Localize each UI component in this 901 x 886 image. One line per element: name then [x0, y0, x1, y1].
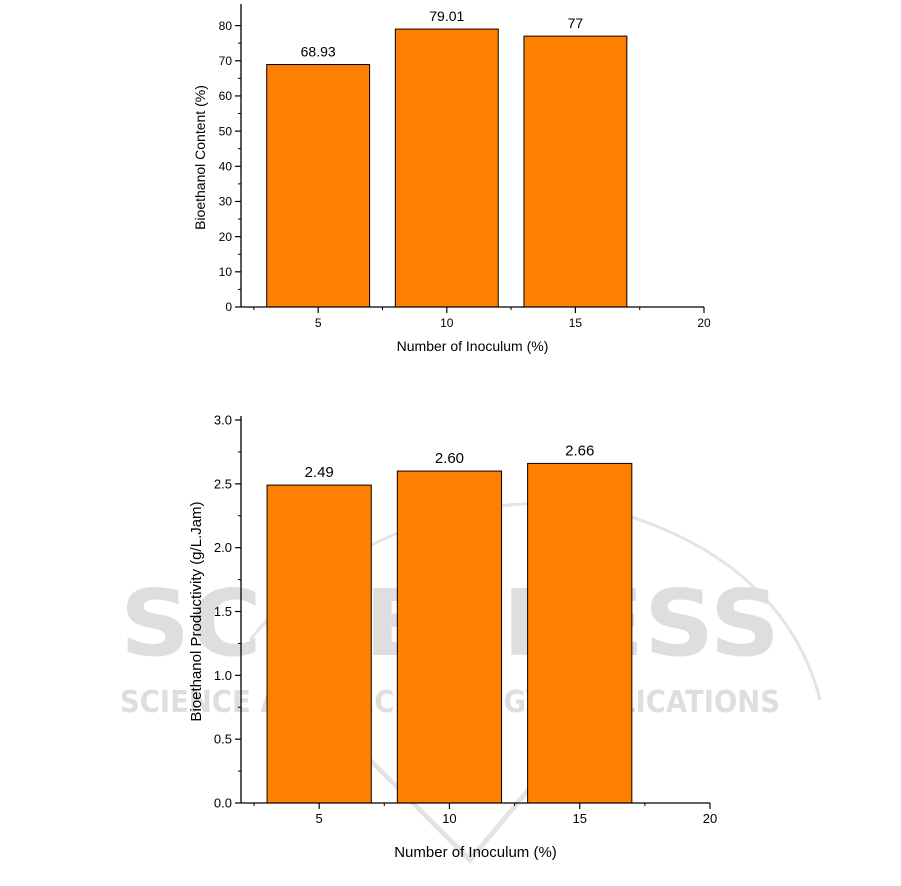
y-tick-label: 20	[219, 230, 233, 244]
bar	[266, 484, 372, 804]
y-tick-label: 1.5	[214, 604, 232, 619]
x-tick-label: 10	[442, 811, 456, 826]
y-axis-label: Bioethanol Content (%)	[192, 85, 208, 230]
y-tick-label: 30	[219, 195, 233, 209]
bar-value-label: 2.60	[435, 450, 464, 467]
x-tick-label: 10	[440, 316, 454, 330]
bioethanol-content-chart: 68.93 79.01 77 0 10 20 30 40 50 60 70 80 5 10 15 20 Numb…	[192, 4, 711, 354]
bar-value-label: 79.01	[429, 8, 464, 24]
x-axis-label: Number of Inoculum (%)	[397, 338, 549, 354]
x-tick-label: 15	[572, 811, 586, 826]
x-tick-label: 5	[316, 811, 323, 826]
x-tick-label: 15	[569, 316, 583, 330]
bar-value-label: 2.66	[565, 442, 594, 459]
y-tick-label: 60	[219, 89, 233, 103]
x-tick-label: 20	[703, 811, 717, 826]
y-tick-label: 0.0	[214, 796, 232, 811]
bar	[523, 35, 628, 308]
bar	[394, 28, 499, 308]
y-axis-label: Bioethanol Productivity (g/L.Jam)	[188, 501, 205, 721]
y-tick-label: 40	[219, 159, 233, 173]
x-tick-label: 20	[697, 316, 711, 330]
bar-value-label: 68.93	[301, 44, 336, 60]
y-tick-label: 10	[219, 265, 233, 279]
y-tick-label: 50	[219, 124, 233, 138]
y-tick-label: 70	[219, 54, 233, 68]
x-tick-label: 5	[315, 316, 322, 330]
y-tick-label: 3.0	[214, 413, 232, 428]
y-tick-label: 80	[219, 19, 233, 33]
bar-value-label: 2.49	[305, 464, 334, 481]
bar-value-label: 77	[568, 15, 584, 31]
y-tick-label: 0.5	[214, 732, 232, 747]
y-tick-label: 0	[225, 300, 232, 314]
bar	[266, 64, 371, 308]
bar	[527, 462, 633, 804]
bar	[396, 470, 503, 804]
y-tick-label: 1.0	[214, 668, 232, 683]
x-axis-label: Number of Inoculum (%)	[394, 844, 557, 861]
bioethanol-productivity-chart: 2.49 2.60 2.66 0.0 0.5 1.0 1.5 2.0 2.5 3.0 5 10 15 20…	[188, 413, 717, 861]
y-tick-label: 2.5	[214, 476, 232, 491]
y-tick-label: 2.0	[214, 540, 232, 555]
